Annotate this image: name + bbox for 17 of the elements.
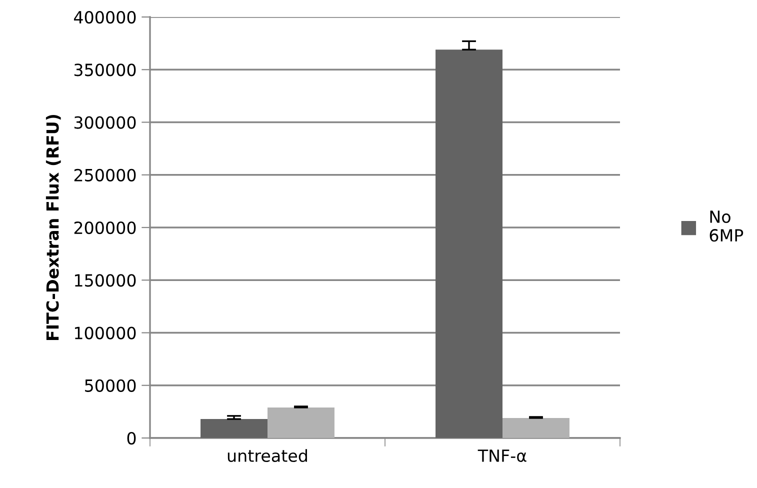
y-tick-label: 100000 xyxy=(75,326,136,340)
y-tick-label: 200000 xyxy=(74,221,136,234)
x-tick-label: TNF-α xyxy=(478,450,526,462)
y-tick-label: 0 xyxy=(127,432,136,445)
y-axis-title: FITC-Dextran Flux (RFU) xyxy=(46,114,61,340)
y-tick-label: 250000 xyxy=(74,168,136,182)
x-tick-label: untreated xyxy=(228,449,307,462)
bar xyxy=(502,418,570,438)
legend-label: No 6MP xyxy=(710,210,744,242)
bar xyxy=(436,50,502,438)
bar xyxy=(268,407,334,438)
y-tick-label: 300000 xyxy=(74,116,136,129)
y-tick-label: 50000 xyxy=(85,379,136,392)
y-tick-label: 150000 xyxy=(75,274,136,287)
y-tick-label: 400000 xyxy=(74,10,136,24)
bar xyxy=(200,419,268,438)
y-tick-label: 350000 xyxy=(74,64,136,76)
